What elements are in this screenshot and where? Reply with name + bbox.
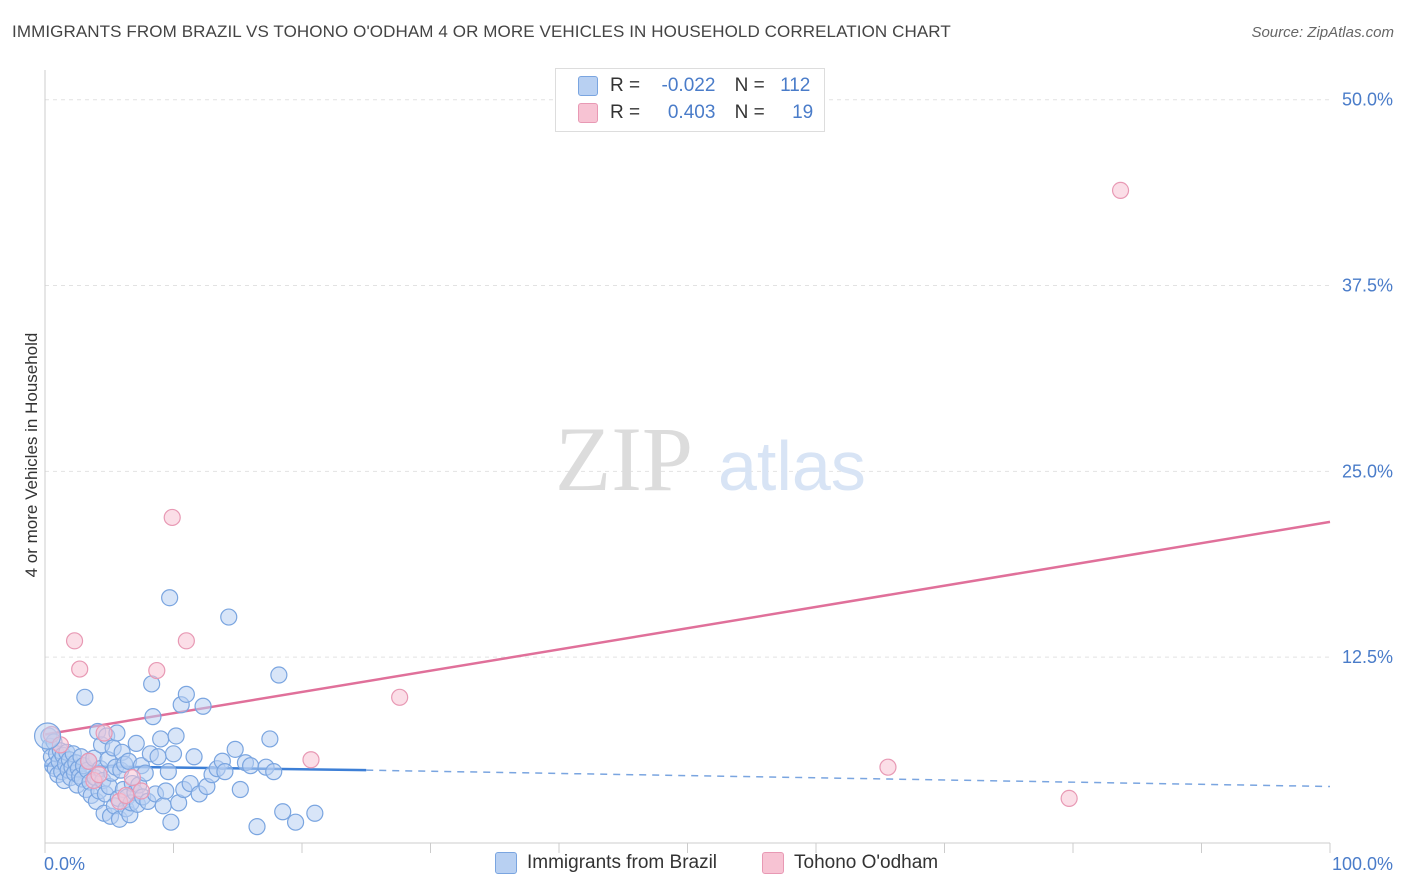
- r-label: R =: [610, 102, 641, 123]
- tick-labels: 12.5% 25.0% 37.5% 50.0% 0.0% 100.0%: [44, 90, 1393, 874]
- watermark-zip: ZIP: [555, 408, 693, 510]
- point-brazil: [162, 813, 180, 831]
- axes: [44, 70, 1331, 853]
- trend-line-tohono: [44, 520, 1331, 736]
- trend-line-brazil-extrapolated: [366, 769, 1331, 788]
- point-tohono: [879, 758, 897, 776]
- point-brazil: [226, 740, 244, 758]
- point-brazil: [152, 730, 170, 748]
- legend-swatch-tohono: [578, 102, 598, 123]
- point-tohono: [391, 688, 409, 706]
- bottom-legend-label: Tohono O'odham: [794, 852, 939, 874]
- bottom-legend-label: Immigrants from Brazil: [527, 852, 718, 874]
- y-tick-label: 50.0%: [1342, 90, 1393, 110]
- point-brazil: [159, 763, 177, 781]
- n-label: N =: [734, 75, 765, 96]
- point-tohono: [163, 508, 181, 527]
- source-label: Source: ZipAtlas.com: [1251, 24, 1394, 41]
- point-brazil: [161, 589, 179, 607]
- point-brazil: [164, 745, 183, 763]
- r-value: 0.403: [667, 102, 716, 123]
- point-brazil: [261, 730, 279, 748]
- point-brazil: [274, 803, 292, 821]
- point-brazil: [220, 608, 238, 626]
- point-brazil: [154, 797, 172, 815]
- bottom-legend-swatch-brazil: [495, 852, 517, 874]
- point-brazil: [306, 804, 324, 822]
- legend-swatch-brazil: [578, 75, 598, 96]
- point-brazil: [149, 748, 167, 766]
- point-tohono: [132, 782, 150, 800]
- point-tohono: [71, 660, 89, 678]
- point-brazil: [33, 722, 62, 750]
- y-axis-label: 4 or more Vehicles in Household: [22, 333, 41, 578]
- point-brazil: [286, 813, 305, 831]
- point-tohono: [123, 768, 141, 787]
- point-tohono: [177, 632, 195, 650]
- point-brazil: [231, 780, 249, 799]
- point-tohono: [95, 724, 113, 742]
- point-brazil: [185, 748, 203, 766]
- bottom-legend-brazil: Immigrants from Brazil: [495, 852, 717, 874]
- bottom-legend-tohono: Tohono O'odham: [762, 852, 938, 874]
- n-label: N =: [734, 102, 765, 123]
- r-value: -0.022: [661, 75, 716, 96]
- gridlines: [45, 99, 1330, 658]
- stats-legend-row-brazil: R = -0.022 N = 112: [578, 75, 810, 99]
- y-tick-label: 25.0%: [1342, 461, 1393, 481]
- point-brazil: [127, 734, 145, 753]
- point-brazil: [167, 727, 185, 745]
- point-tohono: [148, 661, 166, 680]
- point-brazil: [157, 782, 175, 800]
- point-brazil: [265, 763, 283, 781]
- point-tohono: [90, 766, 108, 784]
- n-value: 112: [780, 75, 811, 96]
- y-tick-label: 12.5%: [1342, 647, 1393, 667]
- bottom-legend-swatch-tohono: [762, 852, 784, 874]
- point-brazil: [76, 688, 94, 706]
- point-brazil: [270, 666, 288, 684]
- point-brazil: [248, 818, 266, 836]
- x-tick-label-min: 0.0%: [44, 854, 85, 874]
- point-brazil: [242, 757, 260, 775]
- point-brazil: [177, 685, 195, 703]
- data-points: [33, 181, 1130, 836]
- point-tohono: [65, 632, 84, 650]
- watermark-atlas: atlas: [718, 427, 866, 505]
- point-brazil: [194, 697, 212, 715]
- point-tohono: [117, 786, 135, 805]
- x-tick-label-max: 100.0%: [1332, 854, 1393, 874]
- chart-title: IMMIGRANTS FROM BRAZIL VS TOHONO O'ODHAM…: [12, 22, 951, 41]
- point-brazil: [144, 708, 162, 726]
- point-tohono: [1060, 789, 1078, 808]
- n-value: 19: [792, 102, 814, 123]
- watermark: ZIP atlas: [555, 408, 866, 510]
- y-tick-label: 37.5%: [1342, 276, 1393, 296]
- point-tohono: [302, 751, 320, 769]
- point-brazil: [216, 763, 234, 781]
- r-label: R =: [610, 75, 641, 96]
- stats-legend: R = -0.022 N = 112 R = 0.403 N = 19: [555, 68, 825, 132]
- point-tohono: [80, 752, 98, 770]
- point-tohono: [1111, 181, 1130, 200]
- stats-legend-row-tohono: R = 0.403 N = 19: [578, 102, 813, 126]
